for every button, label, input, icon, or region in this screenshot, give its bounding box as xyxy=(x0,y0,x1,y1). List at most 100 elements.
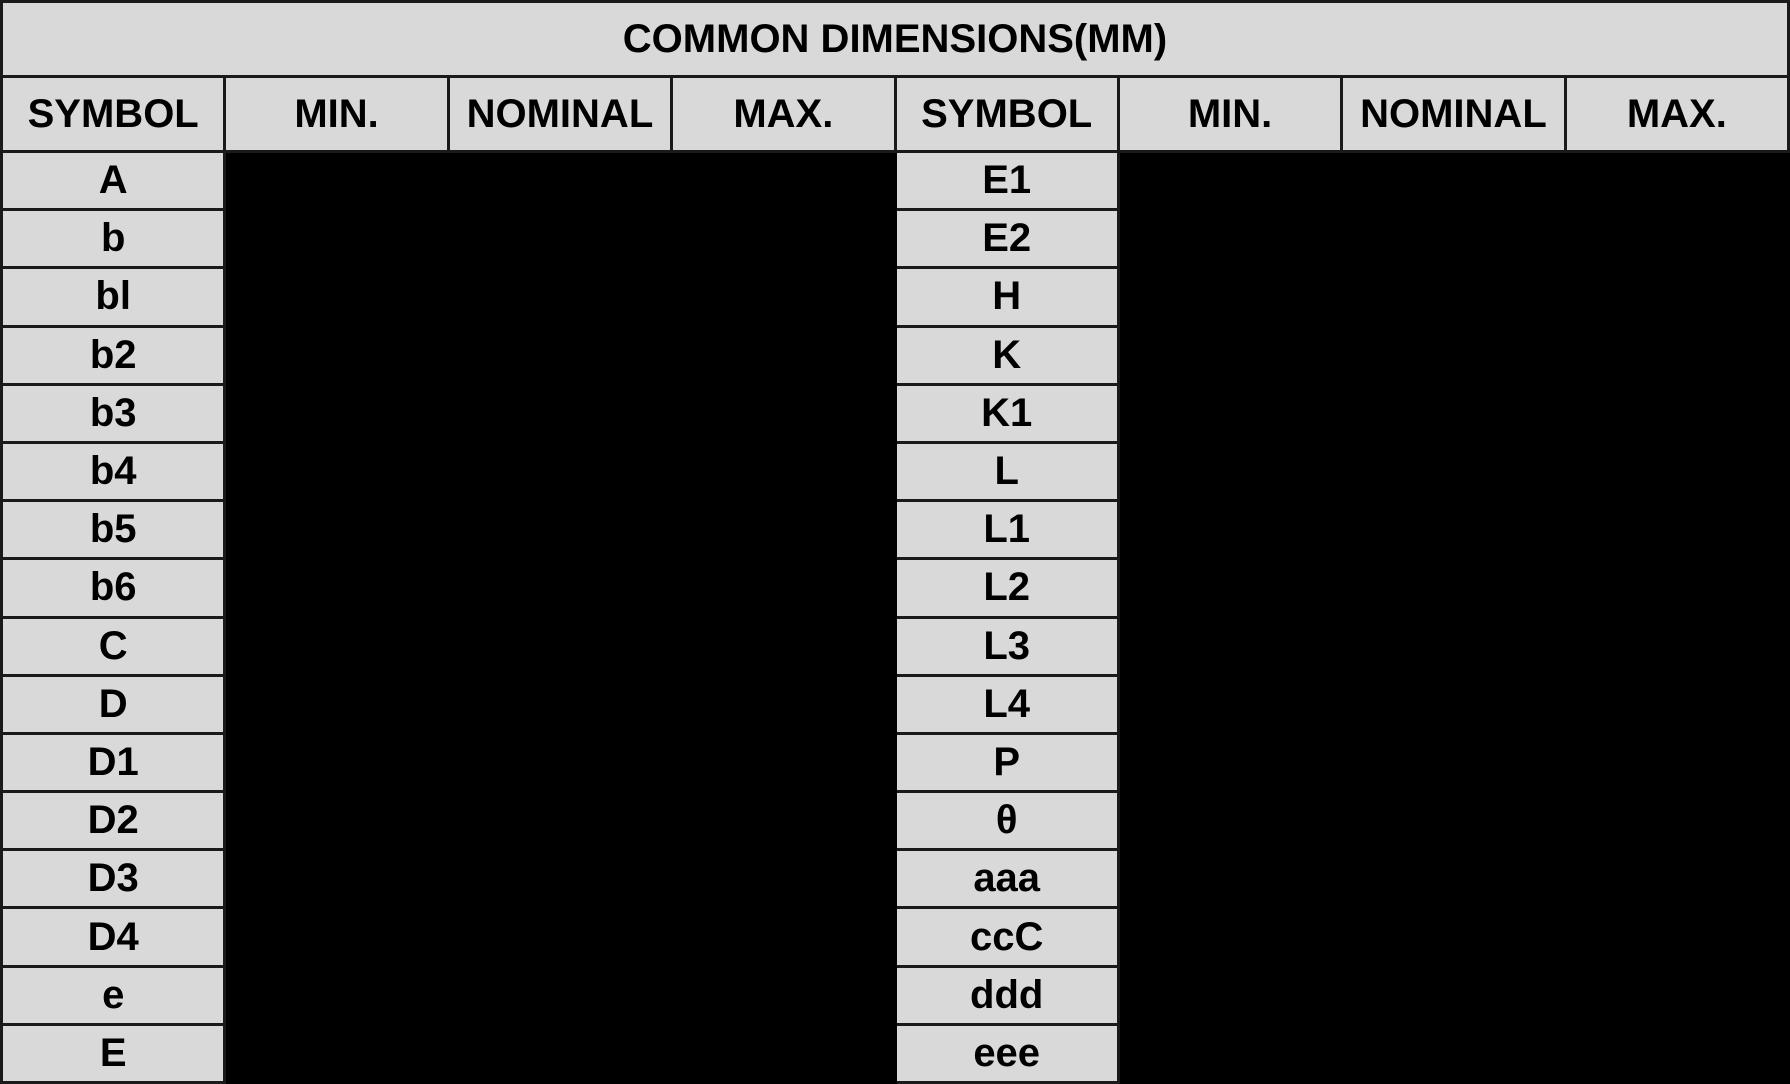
table-row: D L4 xyxy=(0,673,1790,735)
max-cell-right xyxy=(1563,615,1790,677)
header-max-right: MAX. xyxy=(1563,75,1790,153)
header-max-left: MAX. xyxy=(670,75,897,153)
max-cell-right xyxy=(1563,208,1790,270)
max-cell-right xyxy=(1563,149,1790,212)
nominal-cell-right xyxy=(1340,848,1567,910)
table-row: b3 K1 xyxy=(0,382,1790,444)
symbol-cell-right: K xyxy=(893,324,1120,386)
min-cell-right xyxy=(1116,906,1344,968)
symbol-cell-right: K1 xyxy=(893,382,1120,444)
max-cell-left xyxy=(670,615,897,677)
min-cell-left xyxy=(223,1022,450,1084)
nominal-cell-left xyxy=(446,557,674,619)
nominal-cell-left xyxy=(446,440,674,503)
min-cell-left xyxy=(223,266,450,328)
min-cell-left xyxy=(223,382,450,444)
nominal-cell-right xyxy=(1340,673,1567,735)
min-cell-right xyxy=(1116,615,1344,677)
max-cell-left xyxy=(670,673,897,735)
symbol-cell-left: bl xyxy=(0,266,227,328)
min-cell-right xyxy=(1116,673,1344,735)
max-cell-left xyxy=(670,1022,897,1084)
symbol-cell-left: b5 xyxy=(0,499,227,561)
symbol-cell-left: b3 xyxy=(0,382,227,444)
nominal-cell-right xyxy=(1340,790,1567,852)
min-cell-left xyxy=(223,790,450,852)
symbol-cell-right: L1 xyxy=(893,499,1120,561)
max-cell-left xyxy=(670,324,897,386)
symbol-cell-right: ddd xyxy=(893,964,1120,1026)
min-cell-left xyxy=(223,324,450,386)
nominal-cell-left xyxy=(446,499,674,561)
nominal-cell-right xyxy=(1340,266,1567,328)
table-row: b6 L2 xyxy=(0,557,1790,619)
max-cell-left xyxy=(670,266,897,328)
min-cell-right xyxy=(1116,440,1344,503)
nominal-cell-left xyxy=(446,324,674,386)
nominal-cell-left xyxy=(446,790,674,852)
nominal-cell-left xyxy=(446,149,674,212)
symbol-cell-left: b6 xyxy=(0,557,227,619)
symbol-cell-right: eee xyxy=(893,1022,1120,1084)
max-cell-left xyxy=(670,557,897,619)
nominal-cell-left xyxy=(446,208,674,270)
nominal-cell-right xyxy=(1340,1022,1567,1084)
max-cell-left xyxy=(670,848,897,910)
max-cell-left xyxy=(670,208,897,270)
min-cell-right xyxy=(1116,790,1344,852)
min-cell-right xyxy=(1116,149,1344,212)
symbol-cell-left: E xyxy=(0,1022,227,1084)
nominal-cell-right xyxy=(1340,731,1567,794)
min-cell-left xyxy=(223,731,450,794)
header-nominal-left: NOMINAL xyxy=(446,75,674,153)
max-cell-right xyxy=(1563,266,1790,328)
max-cell-right xyxy=(1563,964,1790,1026)
min-cell-right xyxy=(1116,208,1344,270)
max-cell-left xyxy=(670,906,897,968)
max-cell-right xyxy=(1563,731,1790,794)
min-cell-right xyxy=(1116,499,1344,561)
table-row: b4 L xyxy=(0,440,1790,503)
min-cell-left xyxy=(223,906,450,968)
table-row: D4 ccC xyxy=(0,906,1790,968)
nominal-cell-left xyxy=(446,673,674,735)
nominal-cell-left xyxy=(446,964,674,1026)
table-title: COMMON DIMENSIONS(MM) xyxy=(0,0,1790,78)
min-cell-left xyxy=(223,499,450,561)
max-cell-left xyxy=(670,499,897,561)
header-min-right: MIN. xyxy=(1116,75,1344,153)
nominal-cell-right xyxy=(1340,557,1567,619)
nominal-cell-right xyxy=(1340,499,1567,561)
min-cell-left xyxy=(223,440,450,503)
symbol-cell-left: D1 xyxy=(0,731,227,794)
symbol-cell-left: b xyxy=(0,208,227,270)
max-cell-right xyxy=(1563,499,1790,561)
max-cell-right xyxy=(1563,382,1790,444)
nominal-cell-right xyxy=(1340,149,1567,212)
table-row: b E2 xyxy=(0,208,1790,270)
nominal-cell-left xyxy=(446,731,674,794)
min-cell-left xyxy=(223,557,450,619)
symbol-cell-right: P xyxy=(893,731,1120,794)
table-row: D1 P xyxy=(0,731,1790,794)
symbol-cell-right: aaa xyxy=(893,848,1120,910)
symbol-cell-left: D3 xyxy=(0,848,227,910)
symbol-cell-left: D xyxy=(0,673,227,735)
max-cell-left xyxy=(670,964,897,1026)
nominal-cell-right xyxy=(1340,906,1567,968)
symbol-cell-right: L3 xyxy=(893,615,1120,677)
nominal-cell-left xyxy=(446,1022,674,1084)
max-cell-left xyxy=(670,731,897,794)
symbol-cell-left: b4 xyxy=(0,440,227,503)
max-cell-left xyxy=(670,382,897,444)
max-cell-left xyxy=(670,149,897,212)
nominal-cell-right xyxy=(1340,382,1567,444)
table-row: b2 K xyxy=(0,324,1790,386)
max-cell-right xyxy=(1563,790,1790,852)
nominal-cell-right xyxy=(1340,208,1567,270)
min-cell-right xyxy=(1116,324,1344,386)
max-cell-right xyxy=(1563,1022,1790,1084)
symbol-cell-right: ccC xyxy=(893,906,1120,968)
